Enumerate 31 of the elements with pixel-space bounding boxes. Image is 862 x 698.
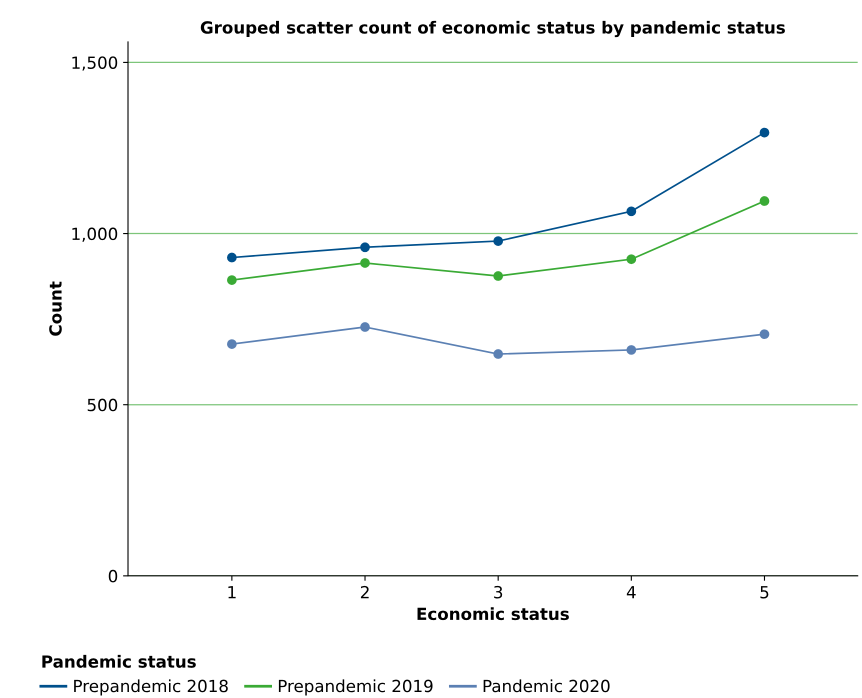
y-tick-label: 1,500 (72, 56, 118, 71)
y-axis-title: Count (49, 282, 62, 336)
x-axis-title: Economic status (418, 607, 569, 620)
point (493, 271, 504, 281)
x-tick-label: 5 (760, 586, 768, 598)
point (360, 242, 370, 252)
point (760, 128, 770, 138)
y-tick-label: 500 (88, 398, 118, 412)
point (493, 236, 504, 246)
legend-label: Prepandemic 2018 (74, 679, 228, 696)
x-tick-label: 3 (494, 586, 502, 598)
point (626, 254, 636, 264)
legend-title: Pandemic status (42, 654, 196, 668)
y-tick-label: 1,000 (72, 228, 118, 242)
point (227, 275, 237, 285)
point (493, 349, 504, 359)
point (760, 196, 770, 206)
point (360, 322, 370, 332)
x-tick-label: 2 (360, 586, 369, 598)
chart-title: Grouped scatter count of economic status by pandemic status (200, 20, 785, 38)
point (626, 345, 636, 355)
point (760, 329, 770, 340)
point (227, 252, 237, 262)
y-tick-label: 0 (108, 570, 118, 582)
legend-label: Prepandemic 2019 (278, 679, 433, 696)
point (360, 258, 370, 268)
legend-label: Pandemic 2020 (484, 679, 610, 692)
x-tick-label: 4 (626, 586, 636, 598)
x-tick-label: 1 (228, 586, 236, 598)
point (227, 339, 237, 349)
point (626, 206, 636, 216)
